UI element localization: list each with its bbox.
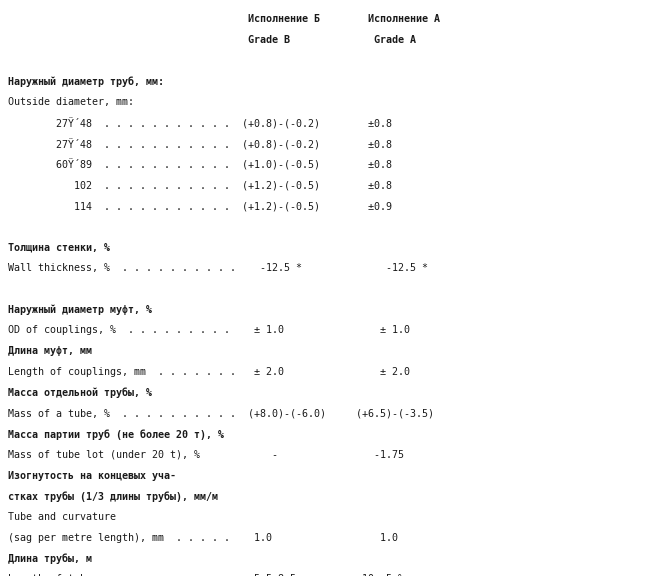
Text: Wall thickness, %  . . . . . . . . . .    -12.5 *              -12.5 *: Wall thickness, % . . . . . . . . . . -1… [8, 263, 428, 273]
Text: Масса отдельной трубы, %: Масса отдельной трубы, % [8, 388, 152, 398]
Text: Толщина стенки, %: Толщина стенки, % [8, 242, 110, 252]
Text: Длина муфт, мм: Длина муфт, мм [8, 346, 92, 356]
Text: OD of couplings, %  . . . . . . . . .    ± 1.0                ± 1.0: OD of couplings, % . . . . . . . . . ± 1… [8, 325, 410, 335]
Text: Масса партии труб (не более 20 т), %: Масса партии труб (не более 20 т), % [8, 429, 224, 439]
Text: Grade B              Grade A: Grade B Grade A [8, 35, 416, 45]
Text: (sag per metre length), mm  . . . . .    1.0                  1.0: (sag per metre length), mm . . . . . 1.0… [8, 533, 398, 543]
Text: 27Ÿ´48  . . . . . . . . . . .  (+0.8)-(-0.2)        ±0.8: 27Ÿ´48 . . . . . . . . . . . (+0.8)-(-0.… [8, 139, 392, 150]
Text: 27Ÿ´48  . . . . . . . . . . .  (+0.8)-(-0.2)        ±0.8: 27Ÿ´48 . . . . . . . . . . . (+0.8)-(-0.… [8, 118, 392, 130]
Text: Length of tubes, m  . . . . . . . . .    5.5-8.5           10± 5 %: Length of tubes, m . . . . . . . . . 5.5… [8, 574, 404, 576]
Text: Mass of tube lot (under 20 t), %            -                -1.75: Mass of tube lot (under 20 t), % - -1.75 [8, 450, 404, 460]
Text: 60Ÿ´89  . . . . . . . . . . .  (+1.0)-(-0.5)        ±0.8: 60Ÿ´89 . . . . . . . . . . . (+1.0)-(-0.… [8, 160, 392, 171]
Text: Tube and curvature: Tube and curvature [8, 512, 116, 522]
Text: Outside diameter, mm:: Outside diameter, mm: [8, 97, 134, 107]
Text: Наружный диаметр труб, мм:: Наружный диаметр труб, мм: [8, 77, 164, 87]
Text: Наружный диаметр муфт, %: Наружный диаметр муфт, % [8, 305, 152, 315]
Text: 102  . . . . . . . . . . .  (+1.2)-(-0.5)        ±0.8: 102 . . . . . . . . . . . (+1.2)-(-0.5) … [8, 180, 392, 190]
Text: стках трубы (1/3 длины трубы), мм/м: стках трубы (1/3 длины трубы), мм/м [8, 491, 218, 502]
Text: Длина трубы, м: Длина трубы, м [8, 554, 92, 564]
Text: Исполнение Б        Исполнение А: Исполнение Б Исполнение А [8, 14, 440, 24]
Text: 114  . . . . . . . . . . .  (+1.2)-(-0.5)        ±0.9: 114 . . . . . . . . . . . (+1.2)-(-0.5) … [8, 201, 392, 211]
Text: Изогнутость на концевых уча-: Изогнутость на концевых уча- [8, 471, 176, 480]
Text: Mass of a tube, %  . . . . . . . . . .  (+8.0)-(-6.0)     (+6.5)-(-3.5): Mass of a tube, % . . . . . . . . . . (+… [8, 408, 434, 418]
Text: Length of couplings, mm  . . . . . . .   ± 2.0                ± 2.0: Length of couplings, mm . . . . . . . ± … [8, 367, 410, 377]
